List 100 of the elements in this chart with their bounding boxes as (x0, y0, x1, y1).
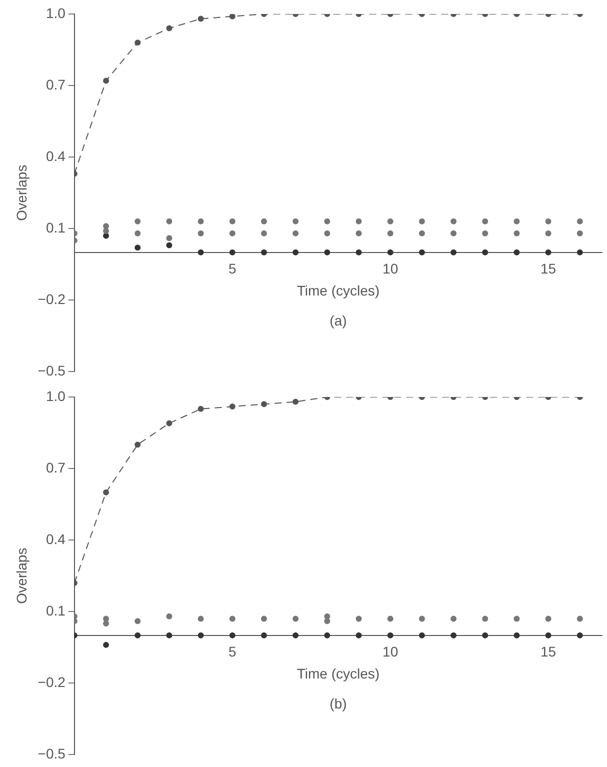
point (576, 230, 583, 236)
x-axis-title: Time (cycles) (296, 665, 380, 682)
x-tick-label: 10 (382, 260, 398, 277)
point (229, 249, 236, 256)
point (260, 249, 267, 256)
x-tick-label: 5 (228, 644, 236, 660)
point (514, 230, 520, 236)
point (482, 230, 488, 236)
y-tick-label: −0.2 (38, 674, 66, 690)
point (103, 232, 110, 239)
point (514, 616, 520, 622)
point (324, 613, 330, 620)
point (545, 632, 552, 638)
point (103, 78, 110, 84)
point (134, 218, 141, 224)
y-tick-label: 0.7 (46, 459, 66, 476)
point (198, 616, 204, 622)
point (482, 249, 488, 256)
point (260, 230, 267, 236)
point (134, 230, 141, 236)
point (387, 632, 394, 638)
x-tick-label: 15 (540, 260, 556, 277)
point (576, 249, 583, 256)
point (387, 218, 394, 224)
x-tick-label: 15 (540, 644, 556, 660)
point (229, 632, 236, 638)
point (324, 249, 330, 256)
point (418, 632, 425, 638)
point (576, 218, 583, 224)
point (292, 616, 299, 622)
point (198, 406, 204, 412)
point (356, 230, 362, 236)
point (198, 249, 204, 256)
point (356, 616, 362, 622)
point (198, 632, 204, 638)
point (387, 616, 394, 622)
point (450, 218, 457, 224)
point (198, 16, 204, 22)
point (229, 218, 236, 224)
y-tick-label: −0.5 (38, 745, 66, 762)
y-tick-label: 0.1 (46, 219, 66, 236)
point (198, 230, 204, 236)
point (166, 632, 172, 638)
annotation: (a) (330, 312, 347, 328)
point (514, 249, 520, 256)
point (292, 218, 299, 224)
point (260, 616, 267, 622)
y-tick-label: 0.4 (46, 530, 66, 547)
y-tick-label: 0.7 (46, 76, 66, 92)
point (103, 489, 110, 496)
point (387, 249, 394, 256)
point (229, 230, 236, 236)
point (260, 632, 267, 638)
point (450, 616, 457, 622)
x-tick-label: 10 (382, 644, 398, 660)
y-tick-label: −0.2 (38, 290, 66, 307)
point (229, 404, 236, 410)
point (166, 613, 172, 620)
y-tick-label: 1.0 (46, 388, 66, 404)
point (198, 218, 204, 224)
x-axis-title: Time (cycles) (296, 282, 380, 298)
annotation: (b) (330, 695, 347, 712)
point (450, 632, 457, 638)
point (166, 420, 172, 426)
y-axis-title: Overlaps (13, 164, 30, 221)
point (576, 632, 583, 638)
point (134, 244, 141, 251)
point (324, 230, 330, 236)
point (576, 616, 583, 622)
y-tick-label: 0.4 (46, 148, 66, 164)
point (229, 616, 236, 622)
point (292, 632, 299, 638)
point (356, 632, 362, 638)
point (166, 218, 172, 224)
y-tick-label: 1.0 (46, 4, 66, 21)
point (450, 249, 457, 256)
point (324, 218, 330, 224)
point (324, 618, 330, 624)
point (103, 642, 110, 648)
point (418, 218, 425, 224)
point (482, 632, 488, 638)
point (166, 242, 172, 248)
point (514, 632, 520, 638)
point (260, 218, 267, 224)
point (324, 632, 330, 638)
point (545, 249, 552, 256)
point (103, 616, 110, 622)
point (356, 218, 362, 224)
point (545, 616, 552, 622)
point (166, 25, 172, 32)
point (418, 230, 425, 236)
point (482, 218, 488, 224)
point (545, 230, 552, 236)
y-tick-label: −0.5 (38, 362, 66, 378)
point (292, 398, 299, 405)
y-axis-title: Overlaps (13, 548, 30, 604)
point (514, 218, 520, 224)
point (418, 616, 425, 622)
point (134, 40, 141, 46)
point (134, 442, 141, 448)
